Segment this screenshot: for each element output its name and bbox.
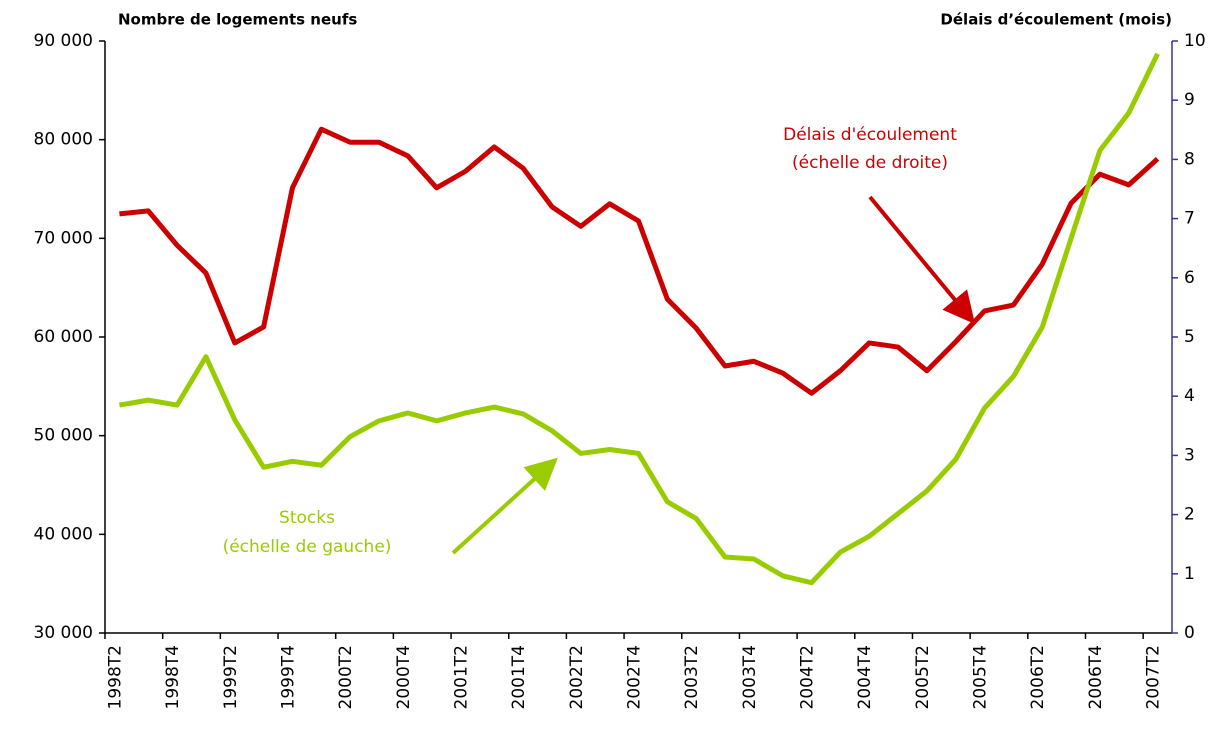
y-tick-label: 40 000 bbox=[34, 524, 93, 544]
annotation: Stocks bbox=[279, 508, 335, 528]
y-tick-label: 80 000 bbox=[34, 130, 93, 150]
y2-tick-label: 0 bbox=[1184, 623, 1195, 643]
y-tick-label: 70 000 bbox=[34, 228, 93, 248]
x-tick-label: 1999T4 bbox=[278, 645, 298, 709]
y2-tick-label: 9 bbox=[1184, 90, 1195, 110]
y2-tick-label: 5 bbox=[1184, 327, 1195, 347]
x-tick-label: 2002T4 bbox=[625, 645, 645, 709]
x-tick-label: 2007T2 bbox=[1144, 645, 1164, 709]
x-tick-label: 1999T2 bbox=[221, 645, 241, 709]
y2-tick-label: 10 bbox=[1184, 31, 1206, 51]
x-tick-label: 2005T2 bbox=[913, 645, 933, 709]
x-tick-label: 2006T2 bbox=[1028, 645, 1048, 709]
y2-tick-label: 6 bbox=[1184, 268, 1195, 288]
y2-tick-label: 3 bbox=[1184, 445, 1195, 465]
x-tick-label: 1998T4 bbox=[163, 645, 183, 709]
x-tick-label: 2000T4 bbox=[394, 645, 414, 709]
arrow bbox=[868, 195, 976, 325]
x-tick-label: 2004T2 bbox=[798, 645, 818, 709]
x-tick-label: 2000T2 bbox=[336, 645, 356, 709]
arrow bbox=[451, 457, 558, 555]
y-tick-label: 60 000 bbox=[34, 327, 93, 347]
y2-tick-label: 4 bbox=[1184, 386, 1195, 406]
x-tick-label: 2003T2 bbox=[682, 645, 702, 709]
y-tick-label: 90 000 bbox=[34, 31, 93, 51]
annotation: (échelle de droite) bbox=[792, 153, 948, 173]
y-tick-label: 30 000 bbox=[34, 623, 93, 643]
x-tick-label: 2003T4 bbox=[740, 645, 760, 709]
y2-tick-label: 7 bbox=[1184, 209, 1195, 229]
y2-tick-label: 8 bbox=[1184, 149, 1195, 169]
y2-axis-label: Délais d’écoulement (mois) bbox=[940, 11, 1172, 29]
x-tick-label: 2001T4 bbox=[509, 645, 529, 709]
data-line bbox=[119, 126, 1160, 396]
x-tick-label: 2005T4 bbox=[971, 645, 991, 709]
x-tick-label: 2001T2 bbox=[451, 645, 471, 709]
y-tick-label: 50 000 bbox=[34, 426, 93, 446]
annotation: (échelle de gauche) bbox=[223, 537, 392, 557]
y2-tick-label: 1 bbox=[1184, 564, 1195, 584]
x-tick-label: 2004T4 bbox=[855, 645, 875, 709]
y-axis-label: Nombre de logements neufs bbox=[118, 11, 357, 29]
x-tick-label: 1998T2 bbox=[105, 645, 125, 709]
x-tick-label: 2002T2 bbox=[567, 645, 587, 709]
data-line bbox=[118, 52, 1160, 586]
y2-tick-label: 2 bbox=[1184, 505, 1195, 525]
annotation: Délais d'écoulement bbox=[783, 125, 957, 145]
x-tick-label: 2006T4 bbox=[1086, 645, 1106, 709]
